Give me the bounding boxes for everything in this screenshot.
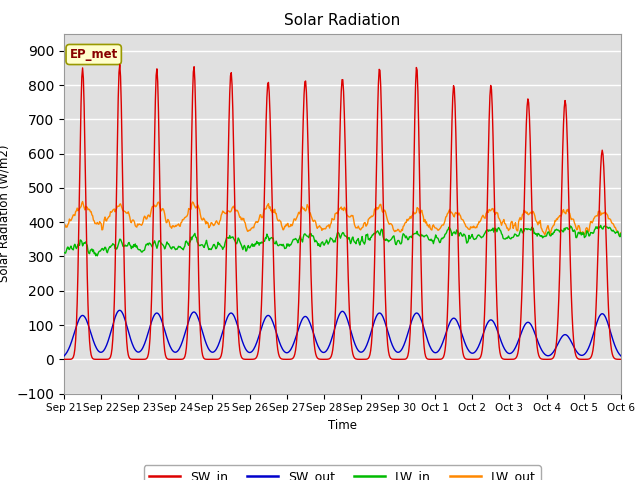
SW_out xyxy=(128,341,136,347)
LW_out xyxy=(60,225,68,231)
SW_out xyxy=(428,346,435,352)
Legend: SW_in, SW_out, LW_in, LW_out: SW_in, SW_out, LW_in, LW_out xyxy=(144,465,541,480)
LW_in xyxy=(597,223,605,228)
LW_in xyxy=(617,231,625,237)
SW_in xyxy=(617,357,625,362)
LW_out xyxy=(428,227,435,232)
LW_in xyxy=(70,243,78,249)
LW_out xyxy=(128,217,136,223)
SW_in xyxy=(116,61,124,67)
Line: SW_out: SW_out xyxy=(64,310,621,356)
LW_out xyxy=(70,212,78,218)
SW_in xyxy=(411,114,419,120)
LW_in xyxy=(93,253,101,259)
SW_out xyxy=(60,353,68,359)
SW_in xyxy=(60,357,68,362)
SW_in xyxy=(70,351,78,357)
Line: LW_out: LW_out xyxy=(64,202,621,235)
X-axis label: Time: Time xyxy=(328,419,357,432)
Line: SW_in: SW_in xyxy=(64,64,621,360)
SW_out xyxy=(214,343,222,348)
LW_in xyxy=(185,242,193,248)
Text: EP_met: EP_met xyxy=(70,48,118,61)
Title: Solar Radiation: Solar Radiation xyxy=(284,13,401,28)
Line: LW_in: LW_in xyxy=(64,226,621,256)
SW_in xyxy=(214,356,222,362)
LW_out xyxy=(185,205,193,211)
SW_out xyxy=(411,312,419,317)
SW_in xyxy=(185,295,193,300)
Y-axis label: Solar Radiation (W/m2): Solar Radiation (W/m2) xyxy=(0,145,11,282)
SW_out xyxy=(617,353,625,359)
LW_out xyxy=(616,232,623,238)
SW_out xyxy=(185,318,193,324)
LW_out xyxy=(411,211,419,217)
LW_out xyxy=(214,221,222,227)
LW_in xyxy=(411,231,419,237)
SW_in xyxy=(128,356,136,362)
LW_in xyxy=(60,250,68,255)
SW_out xyxy=(70,331,78,336)
LW_out xyxy=(79,199,86,204)
LW_in xyxy=(214,240,222,245)
LW_out xyxy=(617,230,625,236)
SW_in xyxy=(428,357,435,362)
LW_in xyxy=(428,236,435,242)
LW_in xyxy=(128,243,136,249)
SW_out xyxy=(116,307,124,313)
